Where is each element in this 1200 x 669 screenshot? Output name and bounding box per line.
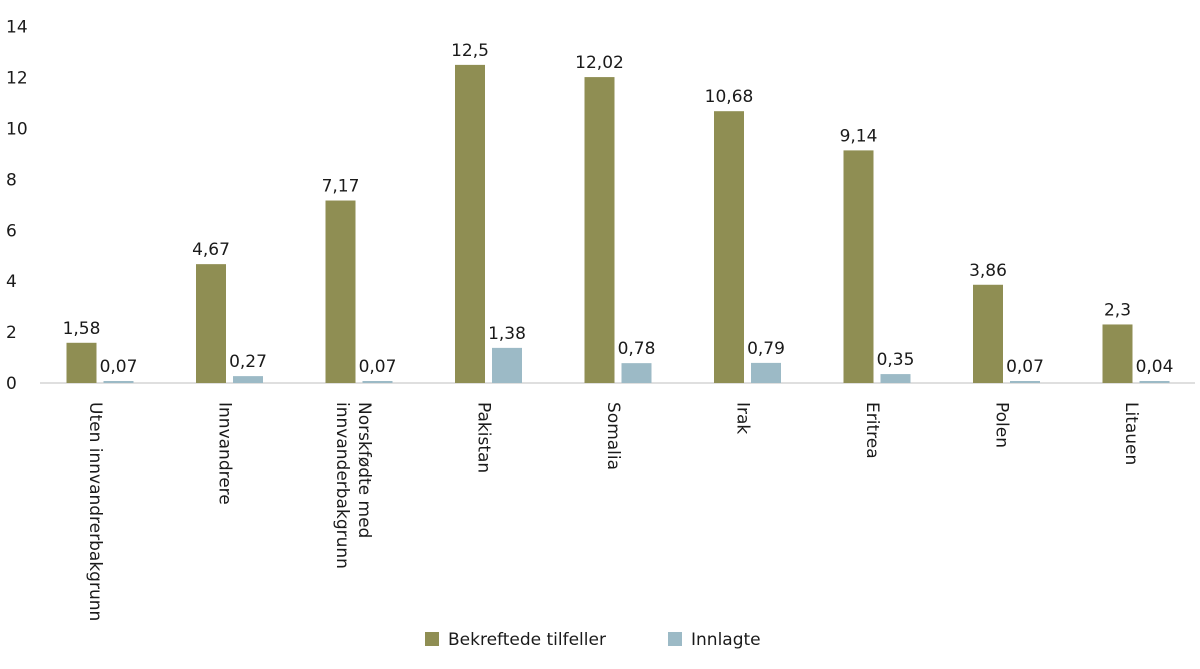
- y-tick-label: 14: [6, 18, 28, 38]
- bar-innlagte: [233, 376, 263, 383]
- data-label: 0,07: [359, 357, 397, 377]
- category-label-line: Polen: [992, 402, 1012, 448]
- bar-bekreftede: [714, 111, 744, 383]
- y-axis: 0 2 4 6 8 10 12 14: [6, 18, 28, 394]
- data-label: 1,38: [488, 324, 526, 344]
- category-label-line: Pakistan: [474, 402, 494, 473]
- category-label: Pakistan: [474, 402, 494, 473]
- category-label-line: innvanderbakgrunn: [332, 402, 352, 569]
- y-tick-label: 8: [6, 170, 17, 190]
- data-label: 0,07: [1006, 357, 1044, 377]
- y-tick-label: 4: [6, 272, 17, 292]
- category-label-line: Innvandrere: [215, 402, 235, 505]
- bar-innlagte: [1139, 381, 1170, 383]
- legend-label: Bekreftede tilfeller: [448, 630, 606, 650]
- bar-bekreftede: [1102, 324, 1133, 383]
- category-label-line: Irak: [733, 402, 753, 434]
- data-label: 0,78: [618, 339, 656, 359]
- data-label: 9,14: [840, 126, 878, 146]
- category-label-line: Uten innvandrerbakgrunn: [85, 402, 105, 621]
- data-label: 7,17: [322, 177, 360, 197]
- data-label: 0,79: [747, 339, 785, 359]
- data-label: 12,02: [575, 53, 624, 73]
- y-tick-label: 12: [6, 69, 28, 89]
- category-label: Uten innvandrerbakgrunn: [85, 402, 105, 621]
- data-label: 12,5: [451, 41, 489, 61]
- legend: Bekreftede tilfeller Innlagte: [425, 630, 761, 650]
- bar-innlagte: [362, 381, 393, 383]
- legend-swatch: [425, 632, 439, 646]
- data-label: 0,27: [229, 352, 267, 372]
- category-label: Eritrea: [862, 402, 882, 459]
- bars: [66, 64, 1170, 383]
- category-label-line: Litauen: [1121, 402, 1141, 465]
- category-label: Somalia: [603, 402, 623, 470]
- y-tick-label: 6: [6, 221, 17, 241]
- bar-innlagte: [1010, 381, 1040, 383]
- bar-innlagte: [492, 347, 522, 383]
- y-tick-label: 2: [6, 323, 17, 343]
- data-labels: 1,58 0,07 4,67 0,27 7,17 0,07 12,5 1,38 12,02 0,7…: [63, 41, 1174, 377]
- bar-bekreftede: [196, 264, 226, 383]
- y-tick-label: 0: [6, 374, 17, 394]
- bar-innlagte: [880, 374, 911, 383]
- category-label: Irak: [733, 402, 753, 434]
- bar-bekreftede: [973, 284, 1003, 383]
- bar-bekreftede: [843, 150, 874, 383]
- data-label: 4,67: [192, 240, 230, 260]
- bar-bekreftede: [584, 77, 615, 383]
- category-label-line: Eritrea: [862, 402, 882, 459]
- bar-innlagte: [621, 363, 652, 383]
- category-label: Polen: [992, 402, 1012, 448]
- legend-label: Innlagte: [691, 630, 761, 650]
- category-label-line: Somalia: [603, 402, 623, 470]
- category-label: Litauen: [1121, 402, 1141, 465]
- legend-swatch: [668, 632, 682, 646]
- data-label: 0,04: [1136, 357, 1174, 377]
- data-label: 1,58: [63, 319, 101, 339]
- data-label: 10,68: [705, 87, 754, 107]
- data-label: 0,07: [100, 357, 138, 377]
- bar-bekreftede: [455, 64, 485, 383]
- bar-innlagte: [751, 362, 781, 383]
- data-label: 0,35: [877, 350, 915, 370]
- data-label: 3,86: [969, 261, 1007, 281]
- bar-bekreftede: [66, 342, 97, 383]
- bar-innlagte: [103, 381, 134, 383]
- bar-bekreftede: [325, 200, 356, 383]
- category-labels: Uten innvandrerbakgrunn Innvandrere Norskf…: [85, 402, 1141, 621]
- y-tick-label: 10: [6, 120, 28, 140]
- category-label-line: Norskfødte med: [354, 402, 374, 538]
- category-label: Innvandrere: [215, 402, 235, 505]
- data-label: 2,3: [1104, 300, 1131, 320]
